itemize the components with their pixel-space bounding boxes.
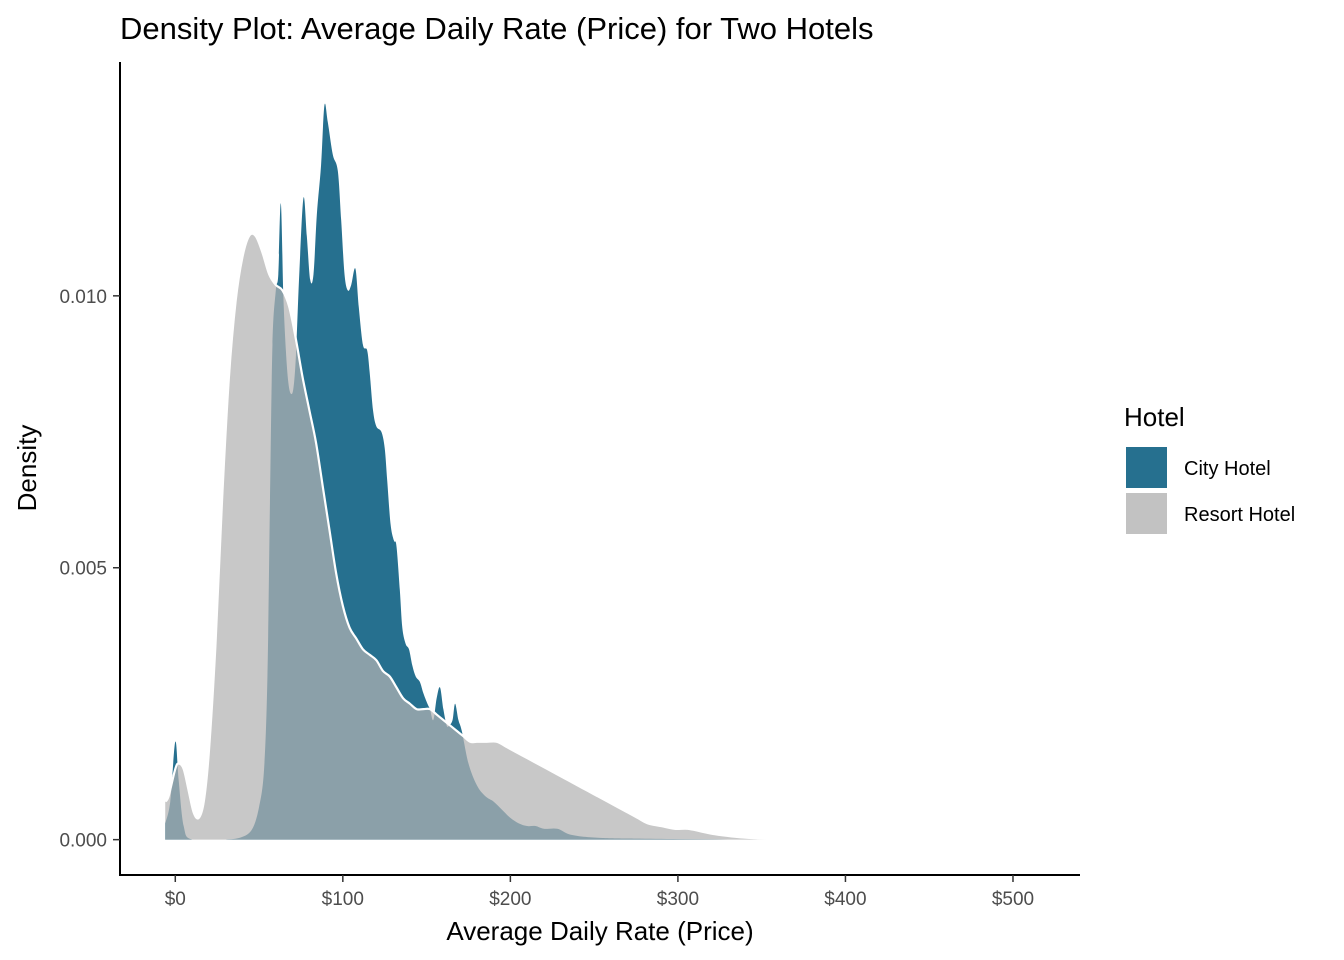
y-tick-label: 0.010 (59, 287, 107, 308)
x-tick-label: $300 (657, 889, 699, 910)
legend: Hotel City Hotel Resort Hotel (1124, 402, 1295, 536)
x-axis-ticks: $0 $100 $200 $300 $400 $500 (165, 875, 1034, 910)
y-tick-label: 0.005 (59, 559, 107, 580)
legend-title: Hotel (1124, 402, 1185, 432)
x-axis-title: Average Daily Rate (Price) (446, 916, 753, 946)
resort-hotel-density-outline (164, 232, 782, 841)
y-axis-ticks: 0.000 0.005 0.010 (59, 287, 120, 852)
x-tick-label: $400 (824, 889, 866, 910)
chart-title: Density Plot: Average Daily Rate (Price)… (120, 11, 874, 46)
x-tick-label: $0 (165, 889, 186, 910)
x-tick-label: $100 (322, 889, 364, 910)
legend-items: City Hotel Resort Hotel (1124, 445, 1295, 536)
x-tick-label: $500 (992, 889, 1034, 910)
y-axis-title: Density (12, 425, 42, 512)
legend-label-city-hotel: City Hotel (1184, 458, 1271, 480)
x-tick-label: $200 (489, 889, 531, 910)
resort-hotel-density-area (165, 233, 782, 840)
density-areas (164, 103, 782, 841)
y-tick-label: 0.000 (59, 831, 107, 852)
legend-key-city-hotel (1124, 445, 1169, 490)
legend-label-resort-hotel: Resort Hotel (1184, 504, 1295, 526)
legend-key-resort-hotel (1124, 491, 1169, 536)
